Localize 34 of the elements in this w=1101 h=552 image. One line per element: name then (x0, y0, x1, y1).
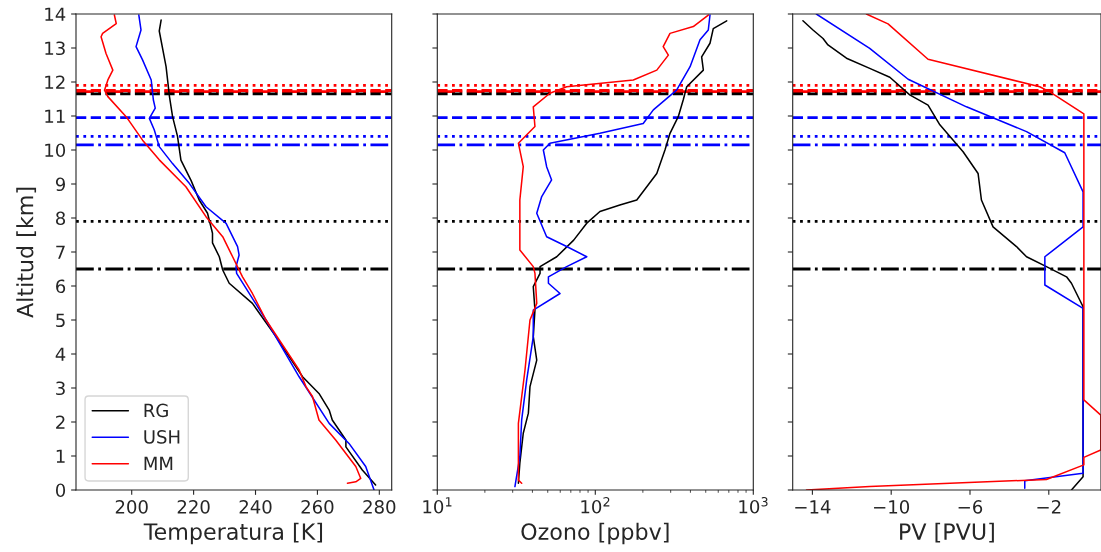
y-tick-label: 5 (56, 313, 65, 328)
y-tick-label: 1 (56, 449, 65, 463)
y-tick-label: 0 (55, 483, 66, 498)
x-tick-label: −6 (958, 500, 983, 514)
x-axis-title: PV [PVU] (900, 522, 994, 543)
x-tick-label: 10$^{1}$ (423, 497, 452, 514)
y-tick-label: 10 (45, 143, 66, 158)
x-tick-label: 200 (115, 500, 148, 514)
y-tick-label: 9 (55, 177, 66, 192)
legend-label: USH (144, 430, 180, 444)
x-tick-label: −14 (795, 500, 831, 514)
x-tick-label: 10$^{2}$ (581, 497, 610, 514)
x-axis-title: Ozono [ppbv] (521, 522, 669, 545)
x-tick-label: 10$^{3}$ (739, 497, 768, 514)
x-tick-label: 220 (177, 500, 210, 514)
x-tick-label: −10 (874, 500, 910, 514)
y-tick-label: 8 (56, 211, 66, 226)
x-tick-label: 280 (363, 500, 396, 514)
y-tick-label: 11 (45, 109, 65, 123)
y-axis-title: Altitud [km] (16, 187, 37, 318)
x-tick-label: −2 (1037, 500, 1061, 514)
y-tick-label: 12 (45, 75, 65, 89)
y-tick-label: 13 (45, 41, 65, 56)
legend-label: MM (144, 456, 173, 470)
y-tick-label: 3 (56, 381, 65, 396)
x-axis-title: Temperatura [K] (143, 522, 323, 545)
x-tick-label: 240 (239, 500, 272, 514)
y-tick-label: 2 (56, 415, 65, 429)
legend-label: RG (144, 403, 168, 418)
x-tick-label: 260 (301, 500, 334, 514)
y-tick-label: 7 (56, 245, 65, 259)
y-tick-label: 14 (45, 7, 66, 21)
y-tick-label: 6 (56, 279, 66, 294)
y-tick-label: 4 (55, 347, 66, 361)
